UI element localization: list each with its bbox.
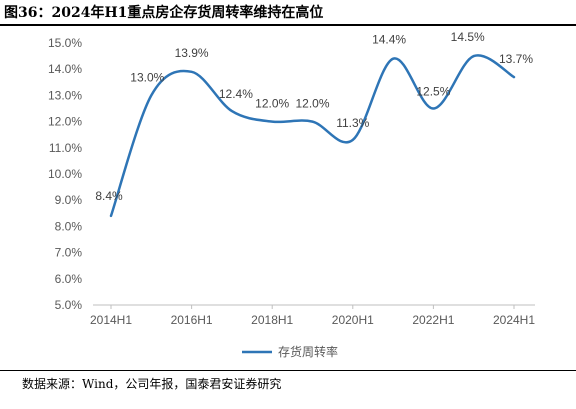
- data-point: [432, 108, 434, 109]
- data-label: 13.7%: [499, 52, 533, 66]
- y-tick-label: 9.0%: [55, 193, 83, 207]
- x-axis: 2014H1 2016H1 2018H1 2020H1 2022H1 2024H1: [90, 304, 535, 327]
- data-label: 13.9%: [175, 46, 209, 60]
- data-point: [312, 121, 313, 123]
- data-label: 14.5%: [451, 30, 485, 44]
- data-point: [150, 94, 152, 96]
- series-layer: [109, 54, 516, 218]
- data-label: 14.4%: [372, 33, 406, 47]
- y-tick-label: 5.0%: [55, 298, 83, 312]
- y-axis: 5.0% 6.0% 7.0% 8.0% 9.0% 10.0% 11.0% 12.0% 13.0%…: [48, 36, 82, 312]
- series-line-inventory-turnover: [109, 54, 516, 218]
- y-tick-label: 12.0%: [48, 115, 82, 129]
- data-label: 11.3%: [336, 116, 369, 130]
- data-point: [392, 58, 394, 60]
- y-tick-label: 14.0%: [48, 62, 82, 76]
- y-tick-label: 13.0%: [48, 88, 82, 102]
- data-labels: 8.4%13.0%13.9%12.4%12.0% 12.0%11.3%14.4%1…: [95, 30, 533, 203]
- data-label: 12.0%: [295, 97, 329, 111]
- y-tick-label: 8.0%: [55, 219, 83, 233]
- data-point: [513, 76, 515, 78]
- turnover-line-chart: 5.0% 6.0% 7.0% 8.0% 9.0% 10.0% 11.0% 12.0% 13.0%…: [48, 30, 535, 359]
- y-tick-label: 15.0%: [48, 36, 82, 50]
- data-point: [110, 215, 112, 217]
- legend: 存货周转率: [242, 344, 338, 359]
- y-tick-label: 11.0%: [49, 141, 82, 155]
- source-divider: [0, 370, 576, 371]
- data-label: 12.4%: [219, 87, 253, 101]
- data-label: 12.0%: [255, 97, 289, 111]
- data-point: [352, 139, 354, 141]
- data-point: [191, 71, 193, 73]
- data-point: [271, 121, 273, 123]
- x-tick-label: 2022H1: [412, 313, 454, 327]
- chart-title: 图36：2024年H1重点房企存货周转率维持在高位: [4, 5, 324, 21]
- data-label: 8.4%: [95, 189, 123, 203]
- data-label: 13.0%: [130, 70, 164, 84]
- data-point: [473, 55, 475, 57]
- legend-label: 存货周转率: [278, 344, 338, 359]
- x-tick-label: 2016H1: [171, 313, 213, 327]
- x-tick-label: 2014H1: [90, 313, 132, 327]
- source-note: 数据来源：Wind，公司年报，国泰君安证券研究: [22, 377, 282, 391]
- x-tick-label: 2018H1: [251, 313, 293, 327]
- x-tick-label: 2024H1: [493, 313, 535, 327]
- y-tick-label: 10.0%: [48, 167, 82, 181]
- title-divider: [0, 24, 576, 26]
- data-point: [231, 110, 233, 112]
- x-tick-label: 2020H1: [332, 313, 374, 327]
- data-label: 12.5%: [416, 85, 450, 99]
- y-tick-label: 6.0%: [55, 272, 83, 286]
- y-tick-label: 7.0%: [55, 246, 83, 260]
